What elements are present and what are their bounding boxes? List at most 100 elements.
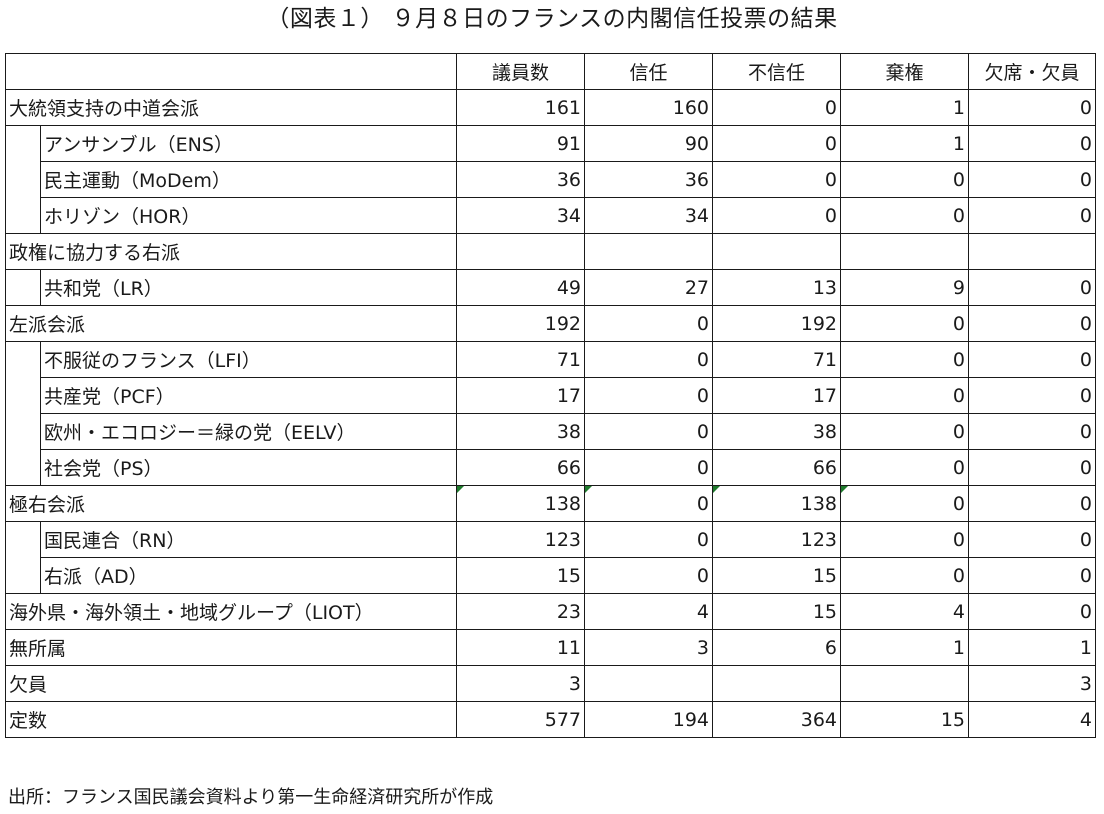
value-cell: 0 <box>840 557 969 594</box>
table-row-sub: 共産党（PCF） 17 0 17 0 0 <box>5 377 1096 414</box>
table-row-sub: 右派（AD） 15 0 15 0 0 <box>5 557 1096 594</box>
value-cell: 0 <box>712 197 841 234</box>
value-cell: 194 <box>584 701 713 738</box>
value-cell: 4 <box>840 593 969 630</box>
value-cell: 15 <box>456 557 585 594</box>
table-row-group: 左派会派 192 0 192 0 0 <box>5 305 1096 342</box>
value-cell: 0 <box>968 89 1096 126</box>
value-cell: 15 <box>712 557 841 594</box>
value-cell: 0 <box>584 521 713 558</box>
row-label: アンサンブル（ENS） <box>40 125 457 162</box>
value-cell: 15 <box>712 593 841 630</box>
row-label: 定数 <box>5 701 457 738</box>
value-cell: 0 <box>968 161 1096 198</box>
value-cell <box>840 233 969 270</box>
value-cell: 123 <box>712 521 841 558</box>
table-body: 議員数 信任 不信任 棄権 欠席・欠員 大統領支持の中道会派 161 160 0 1 0 ア… <box>5 53 1096 738</box>
value-cell: 71 <box>456 341 585 378</box>
value-cell: 0 <box>968 485 1096 522</box>
value-cell: 123 <box>456 521 585 558</box>
table-row-sub: ホリゾン（HOR） 34 34 0 0 0 <box>5 197 1096 234</box>
value-cell: 3 <box>584 629 713 666</box>
indent-cell <box>5 377 41 414</box>
value-cell <box>712 665 841 702</box>
value-cell: 17 <box>456 377 585 414</box>
row-label: 不服従のフランス（LFI） <box>40 341 457 378</box>
row-label: 海外県・海外領土・地域グループ（LIOT） <box>5 593 457 630</box>
value-cell <box>968 233 1096 270</box>
value-cell: 3 <box>968 665 1096 702</box>
row-label: 無所属 <box>5 629 457 666</box>
value-cell: 3 <box>456 665 585 702</box>
indent-cell <box>5 161 41 198</box>
table-row-group: 無所属 11 3 6 1 1 <box>5 629 1096 666</box>
table-row-group: 極右会派 138 0 138 0 0 <box>5 485 1096 522</box>
table-row-sub: 国民連合（RN） 123 0 123 0 0 <box>5 521 1096 558</box>
row-label: 左派会派 <box>5 305 457 342</box>
table-row-sub: 不服従のフランス（LFI） 71 0 71 0 0 <box>5 341 1096 378</box>
value-cell: 0 <box>712 161 841 198</box>
value-cell: 71 <box>712 341 841 378</box>
value-cell: 0 <box>968 521 1096 558</box>
value-cell: 0 <box>840 161 969 198</box>
table-row-group: 政権に協力する右派 <box>5 233 1096 270</box>
value-cell: 0 <box>968 197 1096 234</box>
value-cell: 138 <box>456 485 585 522</box>
source-note: 出所：フランス国民議会資料より第一生命経済研究所が作成 <box>8 787 494 808</box>
table-row-group: 大統領支持の中道会派 161 160 0 1 0 <box>5 89 1096 126</box>
indent-cell <box>5 449 41 486</box>
value-cell: 161 <box>456 89 585 126</box>
value-cell: 0 <box>840 341 969 378</box>
value-cell: 364 <box>712 701 841 738</box>
value-cell: 0 <box>840 197 969 234</box>
value-cell: 0 <box>712 89 841 126</box>
value-cell: 1 <box>840 629 969 666</box>
value-cell: 23 <box>456 593 585 630</box>
value-cell: 1 <box>840 125 969 162</box>
column-header: 議員数 <box>456 53 585 90</box>
row-label: 共和党（LR） <box>40 269 457 306</box>
chart-title: （図表１） ９月８日のフランスの内閣信任投票の結果 <box>266 6 838 32</box>
value-cell: 0 <box>968 413 1096 450</box>
value-cell: 38 <box>712 413 841 450</box>
value-cell: 9 <box>840 269 969 306</box>
table-row-group: 欠員 3 3 <box>5 665 1096 702</box>
value-cell: 36 <box>584 161 713 198</box>
row-label: ホリゾン（HOR） <box>40 197 457 234</box>
row-label: 大統領支持の中道会派 <box>5 89 457 126</box>
indent-cell <box>5 521 41 558</box>
value-cell: 0 <box>968 305 1096 342</box>
value-cell: 90 <box>584 125 713 162</box>
value-cell: 0 <box>712 125 841 162</box>
value-cell: 0 <box>584 341 713 378</box>
row-label: 極右会派 <box>5 485 457 522</box>
value-cell: 0 <box>584 557 713 594</box>
row-label: 国民連合（RN） <box>40 521 457 558</box>
value-cell <box>712 233 841 270</box>
value-cell: 34 <box>456 197 585 234</box>
table-row-sub: 共和党（LR） 49 27 13 9 0 <box>5 269 1096 306</box>
value-cell: 0 <box>968 449 1096 486</box>
value-cell: 11 <box>456 629 585 666</box>
column-header: 棄権 <box>840 53 969 90</box>
value-cell: 49 <box>456 269 585 306</box>
value-cell <box>584 233 713 270</box>
value-cell: 15 <box>840 701 969 738</box>
value-cell: 0 <box>968 341 1096 378</box>
value-cell: 4 <box>584 593 713 630</box>
value-cell: 0 <box>840 485 969 522</box>
row-label: 欠員 <box>5 665 457 702</box>
value-cell: 13 <box>712 269 841 306</box>
row-label: 右派（AD） <box>40 557 457 594</box>
indent-cell <box>5 557 41 594</box>
table-row-group: 海外県・海外領土・地域グループ（LIOT） 23 4 15 4 0 <box>5 593 1096 630</box>
column-header: 信任 <box>584 53 713 90</box>
value-cell: 0 <box>584 485 713 522</box>
value-cell: 38 <box>456 413 585 450</box>
row-label: 民主運動（MoDem） <box>40 161 457 198</box>
table-row-sub: 欧州・エコロジー＝緑の党（EELV） 38 0 38 0 0 <box>5 413 1096 450</box>
value-cell: 66 <box>456 449 585 486</box>
value-cell <box>456 233 585 270</box>
column-header: 不信任 <box>712 53 841 90</box>
value-cell: 0 <box>968 557 1096 594</box>
